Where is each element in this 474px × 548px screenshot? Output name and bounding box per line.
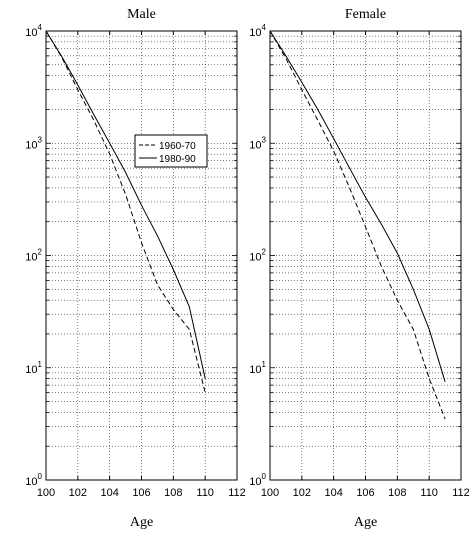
x-tick-label: 110 xyxy=(420,487,438,499)
x-tick-label: 100 xyxy=(261,487,279,499)
x-tick-label: 106 xyxy=(132,487,150,499)
x-axis-label: Age xyxy=(354,515,377,530)
y-tick-label: 100 xyxy=(249,472,266,488)
x-tick-label: 108 xyxy=(164,487,182,499)
x-tick-label: 102 xyxy=(293,487,311,499)
y-tick-label: 102 xyxy=(249,248,266,264)
chart-title: Male xyxy=(127,7,156,22)
series-line-1980-90 xyxy=(45,30,206,379)
x-tick-label: 100 xyxy=(37,487,55,499)
y-tick-label: 101 xyxy=(25,360,42,376)
x-tick-label: 112 xyxy=(452,487,470,499)
x-tick-label: 104 xyxy=(324,487,342,499)
x-tick-label: 112 xyxy=(228,487,246,499)
y-tick-label: 100 xyxy=(25,472,42,488)
series-line-1960-70 xyxy=(269,30,446,420)
y-tick-label: 102 xyxy=(25,248,42,264)
legend-box xyxy=(134,134,208,168)
x-tick-label: 110 xyxy=(196,487,214,499)
panel-female: 100 102 104 106 108 110 112 100 101 102 103 104 Fema… xyxy=(249,7,469,530)
series-line-1980-90 xyxy=(269,30,446,382)
x-tick-label: 106 xyxy=(356,487,374,499)
chart-title: Female xyxy=(345,7,386,22)
legend-label: 1960-70 xyxy=(159,141,196,152)
x-tick-label: 108 xyxy=(388,487,406,499)
y-tick-label: 104 xyxy=(249,23,266,39)
y-tick-label: 103 xyxy=(25,135,42,151)
y-tick-label: 103 xyxy=(249,135,266,151)
legend-label: 1980-90 xyxy=(159,154,196,165)
y-tick-label: 104 xyxy=(25,23,42,39)
x-tick-label: 104 xyxy=(100,487,118,499)
y-tick-label: 101 xyxy=(249,360,266,376)
panel-male: 100 102 104 106 108 110 112 100 101 102 103 104 Male… xyxy=(25,7,245,530)
series-line-1960-70 xyxy=(45,30,206,393)
x-tick-label: 102 xyxy=(69,487,87,499)
x-axis-label: Age xyxy=(130,515,153,530)
